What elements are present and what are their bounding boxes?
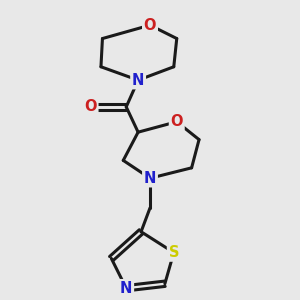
Text: N: N [144, 171, 156, 186]
Text: O: O [144, 18, 156, 33]
Text: O: O [170, 114, 183, 129]
Text: N: N [132, 73, 144, 88]
Text: O: O [84, 99, 97, 114]
Text: S: S [169, 245, 179, 260]
Text: N: N [120, 281, 132, 296]
